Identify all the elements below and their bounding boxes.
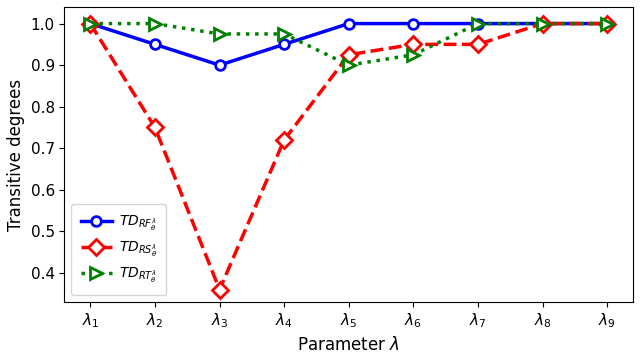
$TD_{RF_{\theta}^{\lambda}}$ [539, 21, 547, 26]
$TD_{RT_{\theta}^{\lambda}}$ [86, 21, 94, 26]
$TD_{RF_{\theta}^{\lambda}}$ [280, 42, 288, 47]
$TD_{RT_{\theta}^{\lambda}}$ [604, 21, 611, 26]
$TD_{RF_{\theta}^{\lambda}}$ [151, 42, 159, 47]
$TD_{RS_{\theta}^{\lambda}}$ [86, 21, 94, 26]
$TD_{RF_{\theta}^{\lambda}}$ [410, 21, 417, 26]
Legend: $TD_{RF_{\theta}^{\lambda}}$, $TD_{RS_{\theta}^{\lambda}}$, $TD_{RT_{\theta}^{\l: $TD_{RF_{\theta}^{\lambda}}$, $TD_{RS_{\… [72, 204, 166, 295]
$TD_{RT_{\theta}^{\lambda}}$ [474, 21, 482, 26]
$TD_{RF_{\theta}^{\lambda}}$ [86, 21, 94, 26]
$TD_{RF_{\theta}^{\lambda}}$ [345, 21, 353, 26]
Line: $TD_{RT_{\theta}^{\lambda}}$: $TD_{RT_{\theta}^{\lambda}}$ [84, 18, 612, 71]
$TD_{RF_{\theta}^{\lambda}}$ [604, 21, 611, 26]
$TD_{RS_{\theta}^{\lambda}}$ [280, 138, 288, 142]
$TD_{RS_{\theta}^{\lambda}}$ [151, 125, 159, 130]
$TD_{RT_{\theta}^{\lambda}}$ [280, 32, 288, 36]
$TD_{RT_{\theta}^{\lambda}}$ [151, 21, 159, 26]
$TD_{RF_{\theta}^{\lambda}}$ [474, 21, 482, 26]
$TD_{RT_{\theta}^{\lambda}}$ [539, 21, 547, 26]
Line: $TD_{RS_{\theta}^{\lambda}}$: $TD_{RS_{\theta}^{\lambda}}$ [84, 18, 612, 295]
$TD_{RS_{\theta}^{\lambda}}$ [539, 21, 547, 26]
$TD_{RS_{\theta}^{\lambda}}$ [216, 287, 223, 292]
$TD_{RS_{\theta}^{\lambda}}$ [474, 42, 482, 47]
$TD_{RS_{\theta}^{\lambda}}$ [410, 42, 417, 47]
$TD_{RT_{\theta}^{\lambda}}$ [410, 53, 417, 57]
$TD_{RS_{\theta}^{\lambda}}$ [604, 21, 611, 26]
Line: $TD_{RF_{\theta}^{\lambda}}$: $TD_{RF_{\theta}^{\lambda}}$ [86, 19, 612, 70]
X-axis label: Parameter $\lambda$: Parameter $\lambda$ [298, 336, 400, 354]
$TD_{RT_{\theta}^{\lambda}}$ [345, 63, 353, 67]
$TD_{RT_{\theta}^{\lambda}}$ [216, 32, 223, 36]
Y-axis label: Transitive degrees: Transitive degrees [7, 78, 25, 231]
$TD_{RS_{\theta}^{\lambda}}$ [345, 53, 353, 57]
$TD_{RF_{\theta}^{\lambda}}$ [216, 63, 223, 67]
